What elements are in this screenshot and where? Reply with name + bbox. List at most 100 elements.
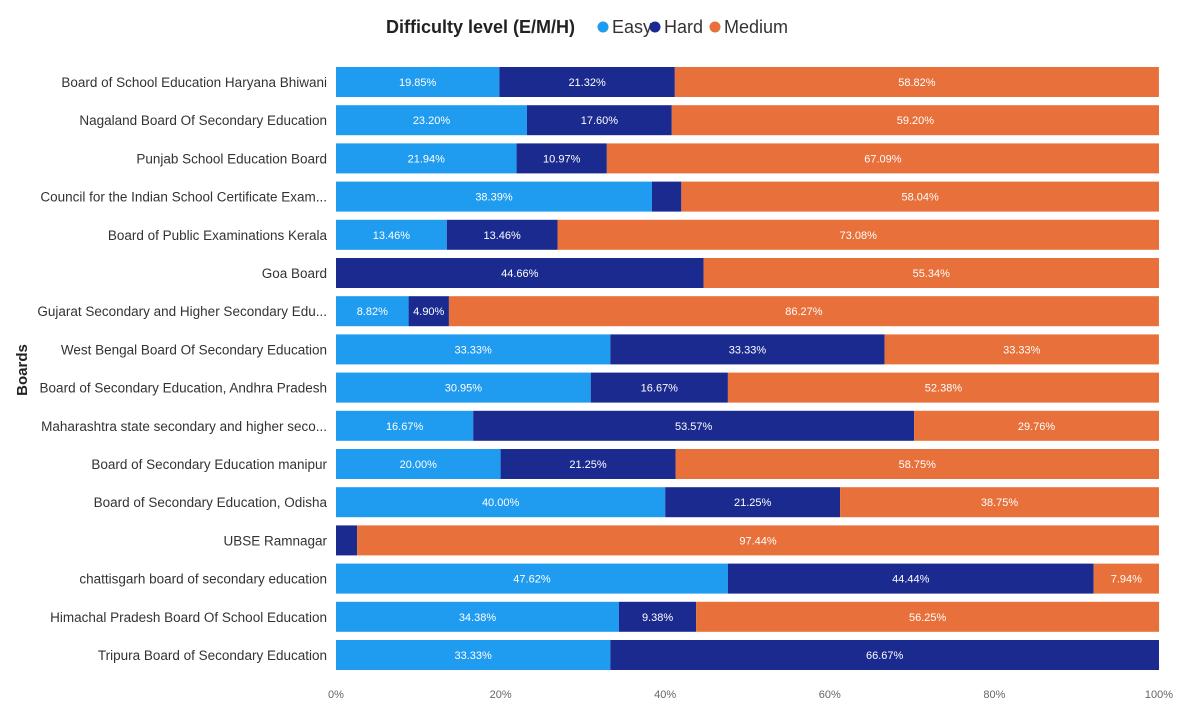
data-label-hard: 10.97% [543,153,581,165]
data-label-hard: 21.25% [734,497,772,509]
bar-hard [526,105,672,136]
data-label-medium: 56.25% [909,612,947,624]
data-label-easy: 16.67% [386,421,424,433]
data-label-easy: 30.95% [445,383,483,395]
data-label-medium: 73.08% [840,230,878,242]
bar-easy [336,410,474,441]
bar-hard [408,296,449,327]
bar-easy [336,601,619,632]
category-label: Board of Public Examinations Kerala [108,228,328,243]
category-label: Maharashtra state secondary and higher s… [41,419,327,434]
data-label-medium: 55.34% [913,268,951,280]
data-label-easy: 34.38% [459,612,497,624]
data-label-easy: 47.62% [513,574,551,586]
bar-medium [606,143,1159,174]
data-label-easy: 19.85% [399,77,437,89]
x-tick-label: 80% [983,689,1005,701]
data-label-hard: 9.38% [642,612,673,624]
bar-easy [336,105,527,136]
data-label-easy: 20.00% [400,459,438,471]
bar-hard [618,601,697,632]
legend-items: Easy Hard Medium [597,17,788,37]
category-label: Board of Secondary Education, Odisha [94,495,328,510]
bar-hard [610,640,1159,670]
data-label-medium: 58.04% [902,192,940,204]
bar-easy [336,563,728,594]
bar-hard [336,258,704,288]
bar-easy [336,181,652,212]
bar-medium [448,296,1159,327]
bar-hard [665,487,841,518]
bar-easy [336,219,447,250]
bar-hard [516,143,607,174]
x-tick-label: 40% [654,689,676,701]
bar-medium [727,372,1159,403]
bar-medium [671,105,1159,136]
category-label: Goa Board [262,266,327,281]
category-label: chattisgarh board of secondary education [79,572,327,587]
bar-easy [336,334,611,365]
data-label-medium: 52.38% [925,383,963,395]
x-tick-label: 0% [328,689,344,701]
bar-medium [675,449,1159,479]
bar-hard [446,219,558,250]
legend-label-medium: Medium [724,17,788,37]
data-label-easy: 33.33% [454,344,492,356]
bar-easy [336,487,666,518]
data-label-easy: 23.20% [413,115,451,127]
data-label-easy: 40.00% [482,497,520,509]
legend-title: Difficulty level (E/M/H) [386,17,575,37]
data-label-hard: 13.46% [484,230,522,242]
legend-marker-hard [649,21,661,33]
bar-medium [674,67,1159,97]
category-label: Himachal Pradesh Board Of School Educati… [50,610,327,625]
data-label-easy: 38.39% [475,192,513,204]
data-label-hard: 53.57% [675,421,713,433]
data-label-hard: 21.32% [568,77,606,89]
data-label-hard: 17.60% [581,115,619,127]
bar-hard [499,67,675,97]
category-label: Board of School Education Haryana Bhiwan… [61,75,327,90]
category-label: Board of Secondary Education, Andhra Pra… [40,381,327,396]
bar-medium [840,487,1159,518]
category-label: Board of Secondary Education manipur [91,457,327,472]
data-label-medium: 67.09% [864,153,902,165]
data-label-hard: 4.90% [413,306,444,318]
bar-easy [336,296,409,327]
bar-medium [357,525,1159,556]
category-label: Nagaland Board Of Secondary Education [79,113,327,128]
bar-easy [336,372,591,403]
category-label: UBSE Ramnagar [223,533,327,548]
data-label-medium: 29.76% [1018,421,1056,433]
bar-hard [590,372,728,403]
bar-easy [336,143,517,174]
bar-easy [336,640,611,670]
bar-hard [610,334,885,365]
x-tick-label: 20% [490,689,512,701]
bar-medium [696,601,1160,632]
legend: Difficulty level (E/M/H) Easy Hard Medium [386,17,788,37]
bar-hard [473,410,915,441]
bar-segments: 19.85% 21.32% 58.82% 23.20% 17.60% 59.20% 21.9… [336,67,1160,670]
data-label-medium: 38.75% [981,497,1019,509]
legend-label-easy: Easy [612,17,652,37]
data-label-hard: 66.67% [866,650,904,662]
category-labels: Board of School Education Haryana Bhiwan… [37,75,327,663]
data-label-easy: 13.46% [373,230,411,242]
bar-medium [884,334,1159,365]
data-label-easy: 8.82% [357,306,388,318]
bar-medium [703,258,1159,288]
x-tick-label: 100% [1145,689,1173,701]
data-label-medium: 33.33% [1003,344,1041,356]
category-label: West Bengal Board Of Secondary Education [61,342,327,357]
data-label-hard: 44.44% [892,574,930,586]
data-label-medium: 86.27% [785,306,823,318]
legend-marker-medium [709,21,721,33]
data-label-medium: 97.44% [739,535,777,547]
data-label-medium: 59.20% [897,115,935,127]
bar-medium [1093,563,1159,594]
bar-hard [500,449,676,479]
data-label-hard: 21.25% [569,459,607,471]
